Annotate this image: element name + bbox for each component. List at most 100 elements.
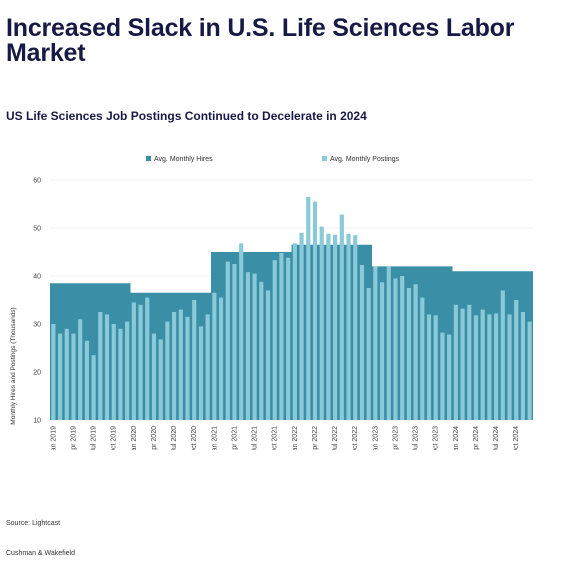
postings-bar [299, 232, 304, 420]
y-tick-label: 10 [33, 418, 41, 425]
legend-swatch-hires [146, 156, 151, 161]
postings-bar [165, 321, 170, 420]
postings-bar [265, 290, 271, 420]
y-axis-title: Monthly Hires and Postings (Thousands) [10, 307, 17, 424]
x-tick-label: Apr 2020 [151, 426, 158, 450]
postings-bar [379, 282, 385, 420]
postings-bar [178, 309, 183, 420]
postings-bar [319, 226, 324, 420]
postings-bar [520, 312, 526, 420]
postings-bar [500, 290, 505, 420]
postings-bar [71, 333, 76, 420]
x-tick-label: Jul 2024 [493, 426, 500, 450]
postings-bar [57, 333, 63, 420]
postings-bar [78, 319, 83, 420]
postings-bar [453, 304, 458, 420]
postings-bar [232, 264, 237, 420]
x-tick-label: Apr 2024 [473, 426, 480, 450]
x-axis: Jan 2019 Apr 2019 Jul 2019 Oct 2019 Jan 2020… [50, 426, 520, 450]
postings-bar [145, 297, 150, 420]
postings-bar [406, 288, 411, 420]
postings-bar [359, 264, 365, 420]
postings-bar [494, 313, 499, 420]
postings-bar [306, 196, 311, 420]
x-tick-label: Oct 2019 [111, 426, 118, 450]
postings-bar [218, 297, 224, 420]
postings-bar [172, 312, 177, 420]
postings-bar [104, 314, 110, 420]
postings-bar [393, 278, 398, 420]
postings-bar [138, 304, 143, 420]
postings-bar [252, 273, 257, 420]
postings-bar [473, 315, 479, 420]
x-tick-label: Oct 2021 [272, 426, 279, 450]
legend: Avg. Monthly Hires Avg. Monthly Postings [146, 156, 400, 163]
y-tick-label: 40 [33, 274, 41, 281]
x-tick-label: Apr 2019 [70, 426, 77, 450]
x-tick-label: Apr 2023 [392, 426, 399, 450]
postings-bar [118, 328, 123, 420]
postings-bar [507, 314, 512, 420]
postings-bar [433, 315, 438, 420]
chart-title: US Life Sciences Job Postings Continued … [6, 109, 367, 123]
postings-bar [366, 288, 371, 420]
postings-bar [386, 266, 391, 420]
x-tick-label: Apr 2022 [312, 426, 319, 450]
postings-bar [51, 324, 56, 420]
chart: 10 20 30 40 50 60 Jan 2019 Apr 2019 Jul 2019 Oct… [10, 156, 533, 450]
x-tick-label: Jul 2020 [171, 426, 178, 450]
x-tick-label: Jan 2022 [292, 426, 299, 450]
x-tick-label: Oct 2023 [433, 426, 440, 450]
legend-label-hires: Avg. Monthly Hires [154, 156, 213, 163]
postings-bar [292, 243, 297, 420]
postings-bar [158, 339, 163, 420]
y-tick-label: 60 [33, 178, 41, 185]
postings-bar [426, 314, 432, 420]
postings-bar [400, 276, 405, 420]
footer-brand: Cushman & Wakefield [6, 550, 75, 557]
x-tick-label: Jul 2023 [413, 426, 420, 450]
postings-bar [111, 324, 116, 420]
x-tick-label: Oct 2024 [513, 426, 520, 450]
postings-bar [440, 332, 445, 420]
x-tick-label: Jan 2023 [372, 426, 379, 450]
postings-bar [346, 233, 351, 420]
hires-area [50, 244, 533, 420]
postings-bar [514, 300, 519, 420]
postings-bar [326, 233, 331, 420]
postings-bar [286, 257, 291, 420]
postings-bar [64, 328, 69, 420]
postings-bar [91, 355, 96, 420]
source-note: Source: Lightcast [6, 520, 61, 527]
postings-bar [131, 302, 136, 420]
postings-bar [413, 284, 418, 420]
x-tick-label: Oct 2020 [191, 426, 198, 450]
postings-bar [447, 334, 452, 420]
x-tick-label: Jan 2020 [131, 426, 138, 450]
x-tick-label: Jan 2021 [211, 426, 218, 450]
x-tick-label: Jul 2021 [252, 426, 259, 450]
y-tick-label: 30 [33, 322, 41, 329]
postings-bar [487, 314, 492, 420]
postings-bar [353, 235, 358, 420]
postings-bar [151, 333, 157, 420]
postings-bar [339, 214, 344, 420]
x-tick-label: Jul 2022 [332, 426, 339, 450]
postings-bar [312, 201, 318, 420]
postings-bars [51, 196, 532, 420]
postings-bar [185, 316, 190, 420]
postings-bar [239, 243, 244, 420]
postings-bar [527, 321, 532, 420]
postings-bar [333, 234, 338, 420]
postings-bar [192, 300, 197, 420]
postings-bar [84, 340, 89, 420]
postings-bar [259, 281, 264, 420]
postings-bar [480, 309, 485, 420]
postings-bar [198, 326, 204, 420]
y-tick-label: 20 [33, 370, 41, 377]
legend-label-postings: Avg. Monthly Postings [330, 156, 400, 163]
y-axis: 10 20 30 40 50 60 [33, 178, 41, 425]
legend-swatch-postings [322, 156, 327, 161]
x-tick-label: Apr 2021 [231, 426, 238, 450]
headline: Increased Slack in U.S. Life Sciences La… [6, 14, 515, 67]
